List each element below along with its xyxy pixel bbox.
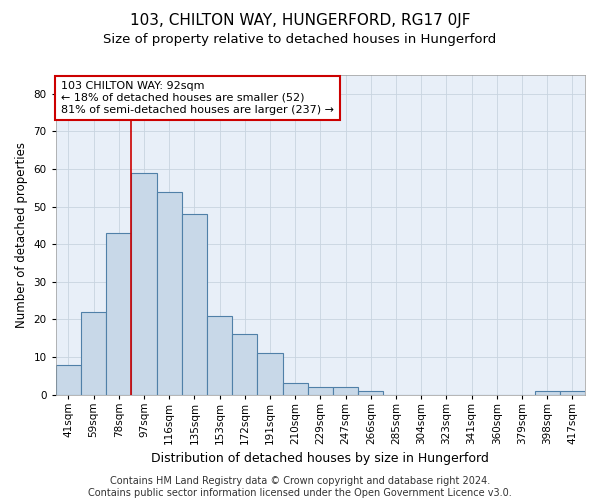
Bar bbox=[257, 353, 283, 395]
Y-axis label: Number of detached properties: Number of detached properties bbox=[15, 142, 28, 328]
Text: Contains HM Land Registry data © Crown copyright and database right 2024.
Contai: Contains HM Land Registry data © Crown c… bbox=[88, 476, 512, 498]
Text: Size of property relative to detached houses in Hungerford: Size of property relative to detached ho… bbox=[103, 32, 497, 46]
Text: 103, CHILTON WAY, HUNGERFORD, RG17 0JF: 103, CHILTON WAY, HUNGERFORD, RG17 0JF bbox=[130, 12, 470, 28]
Bar bbox=[358, 391, 383, 394]
Bar bbox=[232, 334, 257, 394]
X-axis label: Distribution of detached houses by size in Hungerford: Distribution of detached houses by size … bbox=[151, 452, 489, 465]
Bar bbox=[56, 364, 81, 394]
Bar bbox=[157, 192, 182, 394]
Bar bbox=[207, 316, 232, 394]
Bar bbox=[560, 391, 585, 394]
Bar bbox=[333, 387, 358, 394]
Bar bbox=[283, 384, 308, 394]
Bar bbox=[106, 233, 131, 394]
Bar bbox=[131, 173, 157, 394]
Bar bbox=[535, 391, 560, 394]
Bar bbox=[81, 312, 106, 394]
Bar bbox=[308, 387, 333, 394]
Text: 103 CHILTON WAY: 92sqm
← 18% of detached houses are smaller (52)
81% of semi-det: 103 CHILTON WAY: 92sqm ← 18% of detached… bbox=[61, 82, 334, 114]
Bar bbox=[182, 214, 207, 394]
